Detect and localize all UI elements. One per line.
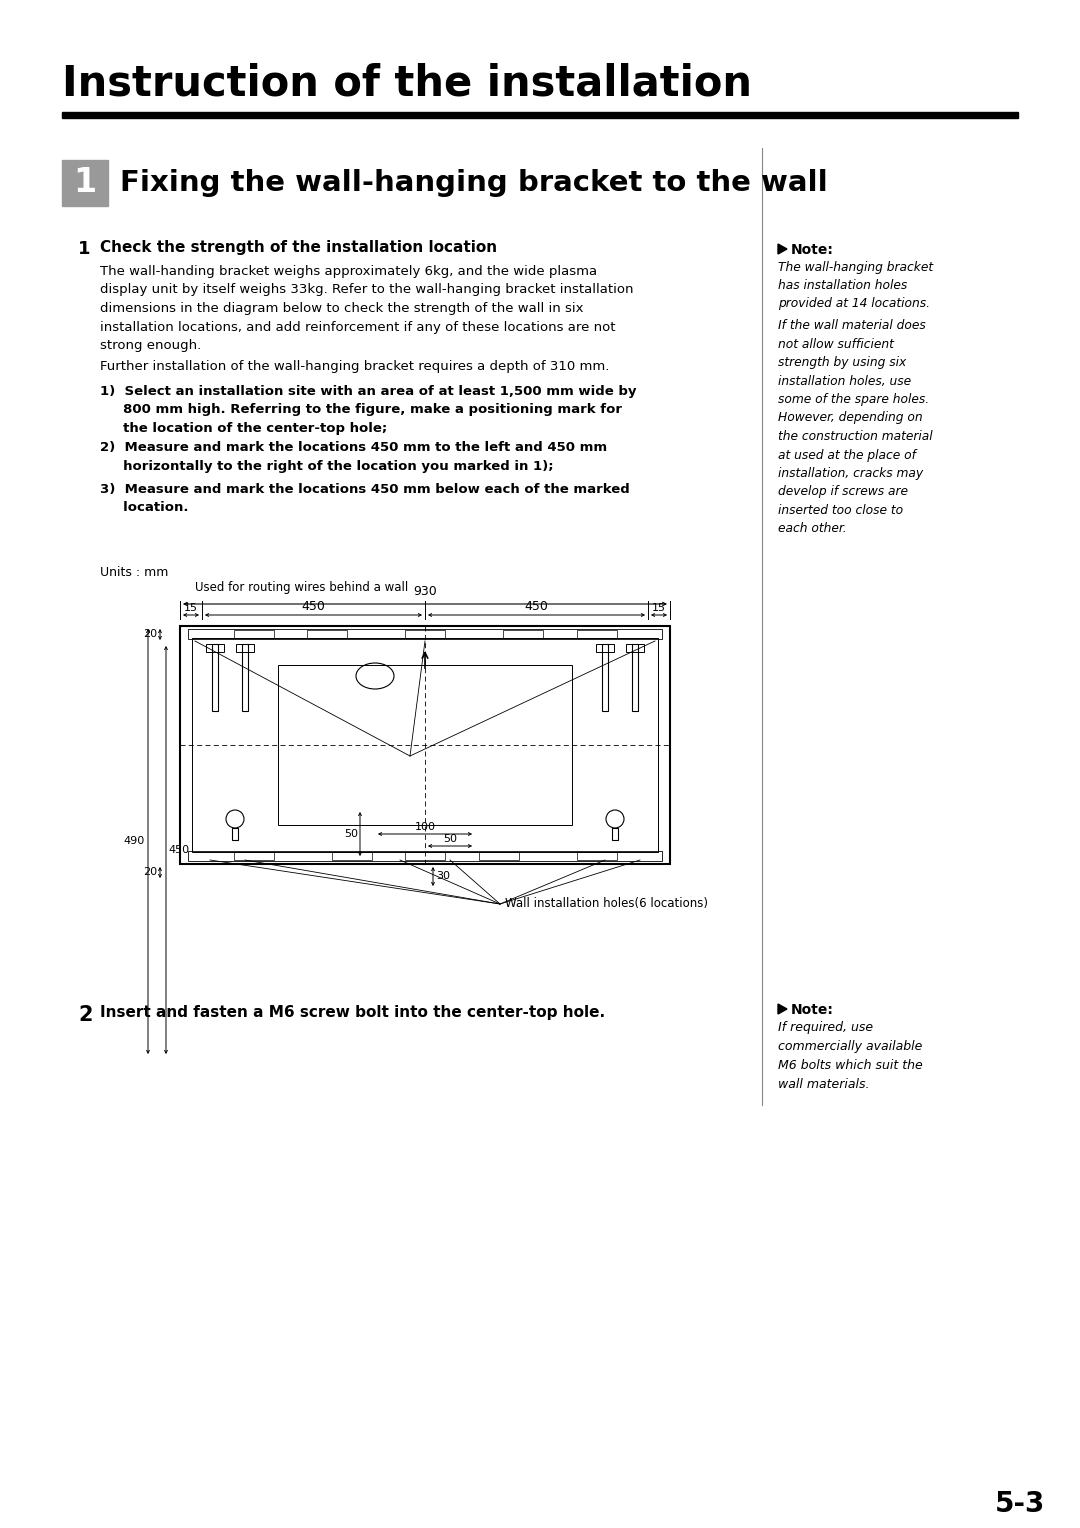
Bar xyxy=(278,665,572,825)
Bar xyxy=(632,643,638,711)
Text: 1)  Select an installation site with an area of at least 1,500 mm wide by
     8: 1) Select an installation site with an a… xyxy=(100,385,636,435)
Bar xyxy=(478,853,518,860)
Bar xyxy=(233,853,273,860)
Text: 100: 100 xyxy=(415,822,435,833)
Text: 930: 930 xyxy=(414,585,437,597)
Polygon shape xyxy=(778,244,787,254)
Text: 50: 50 xyxy=(345,830,357,839)
Text: Note:: Note: xyxy=(791,1002,834,1018)
Bar xyxy=(233,630,273,639)
Text: 3)  Measure and mark the locations 450 mm below each of the marked
     location: 3) Measure and mark the locations 450 mm… xyxy=(100,483,630,513)
Bar xyxy=(307,630,347,639)
Text: 20: 20 xyxy=(143,630,157,639)
Text: 15: 15 xyxy=(184,604,198,613)
Text: 5-3: 5-3 xyxy=(995,1490,1045,1517)
Bar xyxy=(206,643,224,652)
Bar xyxy=(62,112,1018,118)
Text: Insert and fasten a M6 screw bolt into the center-top hole.: Insert and fasten a M6 screw bolt into t… xyxy=(100,1005,605,1021)
Bar xyxy=(332,853,372,860)
Bar xyxy=(503,630,543,639)
Text: 2: 2 xyxy=(78,1005,93,1025)
Text: Units : mm: Units : mm xyxy=(100,565,168,579)
Bar xyxy=(232,828,238,840)
Text: If the wall material does
not allow sufficient
strength by using six
installatio: If the wall material does not allow suff… xyxy=(778,319,933,535)
Text: 2)  Measure and mark the locations 450 mm to the left and 450 mm
     horizontal: 2) Measure and mark the locations 450 mm… xyxy=(100,442,607,474)
Text: 1: 1 xyxy=(78,240,91,258)
Bar xyxy=(405,853,445,860)
Bar xyxy=(612,828,618,840)
Text: Wall installation holes(6 locations): Wall installation holes(6 locations) xyxy=(505,897,708,911)
Bar xyxy=(180,626,670,863)
Bar xyxy=(212,643,218,711)
Bar xyxy=(596,643,615,652)
Bar xyxy=(62,160,108,206)
Polygon shape xyxy=(778,1004,787,1015)
Text: 450: 450 xyxy=(168,845,189,856)
Text: 15: 15 xyxy=(652,604,666,613)
Text: Instruction of the installation: Instruction of the installation xyxy=(62,63,752,105)
Bar xyxy=(577,630,617,639)
Bar xyxy=(626,643,644,652)
Text: 450: 450 xyxy=(301,601,325,613)
Bar xyxy=(188,851,662,860)
Bar xyxy=(188,630,662,639)
Text: Fixing the wall-hanging bracket to the wall: Fixing the wall-hanging bracket to the w… xyxy=(120,170,827,197)
Text: Used for routing wires behind a wall: Used for routing wires behind a wall xyxy=(195,581,408,594)
Text: Further installation of the wall-hanging bracket requires a depth of 310 mm.: Further installation of the wall-hanging… xyxy=(100,361,609,373)
Text: If required, use
commercially available
M6 bolts which suit the
wall materials.: If required, use commercially available … xyxy=(778,1021,922,1091)
Text: Check the strength of the installation location: Check the strength of the installation l… xyxy=(100,240,497,255)
Text: 30: 30 xyxy=(436,871,450,882)
Bar xyxy=(602,643,608,711)
Bar xyxy=(405,630,445,639)
Text: The wall-handing bracket weighs approximately 6kg, and the wide plasma
display u: The wall-handing bracket weighs approxim… xyxy=(100,264,634,351)
Text: 490: 490 xyxy=(124,836,145,847)
Bar xyxy=(577,853,617,860)
Bar xyxy=(242,643,248,711)
Text: The wall-hanging bracket
has installation holes
provided at 14 locations.: The wall-hanging bracket has installatio… xyxy=(778,261,933,310)
Text: 1: 1 xyxy=(73,167,96,200)
Text: 20: 20 xyxy=(143,866,157,877)
Bar xyxy=(237,643,254,652)
Text: 50: 50 xyxy=(443,834,457,843)
Text: Note:: Note: xyxy=(791,243,834,257)
Bar xyxy=(192,639,658,853)
Text: 450: 450 xyxy=(525,601,549,613)
